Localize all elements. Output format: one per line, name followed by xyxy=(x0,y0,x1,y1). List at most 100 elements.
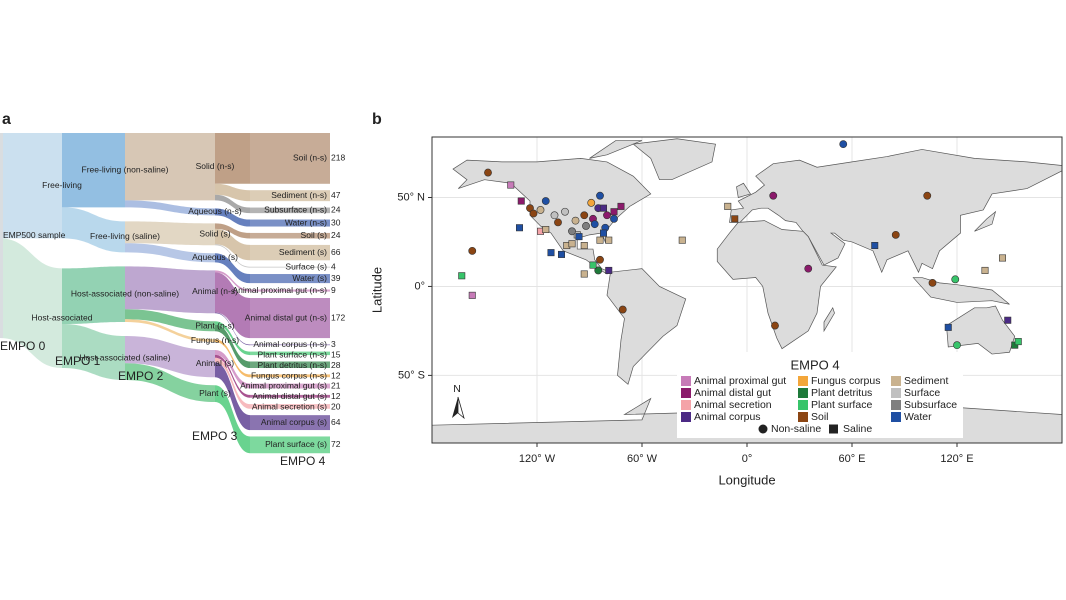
leaf-node xyxy=(250,404,330,409)
leaf-label: Animal secretion (s) xyxy=(252,401,327,411)
site-point xyxy=(515,224,523,232)
legend-swatch xyxy=(891,412,901,422)
panel-label: b xyxy=(372,111,382,128)
y-tick-label: 50° N xyxy=(397,191,425,203)
level-label: EMPO 0 xyxy=(0,339,46,353)
legend-box xyxy=(677,352,963,438)
legend-swatch xyxy=(681,376,691,386)
legend-label: Non-saline xyxy=(771,423,821,435)
site-point xyxy=(618,305,627,314)
level-label: EMPO 4 xyxy=(280,454,326,468)
flow xyxy=(62,324,125,381)
flow xyxy=(125,200,215,216)
north-arrow xyxy=(452,397,458,418)
site-point xyxy=(589,261,597,269)
leaf-label: Animal proximal gut (n-s) xyxy=(233,285,328,295)
leaf-value: 72 xyxy=(331,439,341,449)
node-label: Animal (s) xyxy=(196,358,234,368)
legend-label: Water xyxy=(904,411,932,423)
site-point xyxy=(998,254,1006,262)
node-label: Animal (n-s) xyxy=(192,286,238,296)
node-label: Free-living xyxy=(42,180,82,190)
leaf-value: 28 xyxy=(331,360,341,370)
site-point xyxy=(507,181,515,189)
leaf-label: Animal corpus (s) xyxy=(261,417,327,427)
legend-swatch xyxy=(681,400,691,410)
site-point xyxy=(923,191,932,200)
site-point xyxy=(541,197,550,205)
site-point xyxy=(580,270,588,278)
flow xyxy=(62,207,125,253)
leaf-label: Plant surface (s) xyxy=(265,439,327,449)
leaf-node xyxy=(250,415,330,431)
node-label: Aqueous (n-s) xyxy=(188,206,242,216)
legend-swatch xyxy=(798,412,808,422)
site-point xyxy=(596,236,604,244)
site-point xyxy=(731,215,739,223)
flow xyxy=(215,321,250,356)
site-point xyxy=(582,222,590,230)
flow xyxy=(215,208,250,227)
site-point xyxy=(484,168,492,177)
sankey: Soil (n-s) 218 Sediment (n-s) 47 Subsurface … xyxy=(0,133,345,468)
site-point xyxy=(605,266,613,274)
leaf-value: 3 xyxy=(331,339,336,349)
flow xyxy=(125,336,215,378)
legend-swatch xyxy=(891,400,901,410)
flow xyxy=(0,238,62,369)
leaf-value: 4 xyxy=(331,261,336,271)
flow xyxy=(215,339,250,378)
site-point xyxy=(580,211,589,220)
flow xyxy=(215,362,250,431)
flow xyxy=(125,363,215,403)
leaf-label: Sediment (s) xyxy=(279,247,327,257)
site-point xyxy=(839,140,848,149)
node-label: Free-living (non-saline) xyxy=(82,164,169,174)
node-label: Aqueous (s) xyxy=(192,252,238,262)
node-label: EMP500 sample xyxy=(3,230,66,240)
leaf-label: Animal corpus (n-s) xyxy=(253,339,327,349)
legend-swatch xyxy=(798,376,808,386)
leaf-label: Water (s) xyxy=(292,273,327,283)
root-node xyxy=(0,133,3,339)
flow xyxy=(125,133,215,201)
leaf-node xyxy=(250,266,330,268)
x-tick-label: 60° W xyxy=(627,453,658,465)
leaf-value: 218 xyxy=(331,153,345,163)
leaf-node xyxy=(250,298,330,339)
north-arrow xyxy=(457,396,465,420)
leaf-node xyxy=(250,383,330,389)
site-point xyxy=(526,204,534,213)
flow xyxy=(215,133,250,184)
node-label: Plant (n-s) xyxy=(195,320,234,330)
site-point xyxy=(596,191,604,200)
leaf-node xyxy=(250,244,330,261)
flow xyxy=(215,272,250,339)
y-tick-label: 0° xyxy=(414,280,425,292)
leaf-node xyxy=(250,232,330,239)
site-point xyxy=(594,266,603,275)
legend-swatch xyxy=(798,388,808,398)
legend-shape xyxy=(758,424,768,434)
flow xyxy=(125,243,215,263)
legend-swatch xyxy=(681,412,691,422)
land xyxy=(823,306,835,333)
leaf-node xyxy=(250,190,330,202)
leaf-label: Animal distal gut (n-s) xyxy=(245,312,327,322)
flow xyxy=(215,223,250,239)
legend-swatch xyxy=(681,388,691,398)
site-point xyxy=(580,242,588,250)
flow xyxy=(215,312,250,346)
leaf-value: 12 xyxy=(331,370,341,380)
flow xyxy=(215,324,250,369)
leaf-value: 15 xyxy=(331,349,341,359)
flow xyxy=(215,194,250,214)
flow xyxy=(125,266,215,314)
site-point xyxy=(804,264,813,273)
y-tick-label: 50° S xyxy=(398,369,425,381)
leaf-value: 47 xyxy=(331,190,341,200)
y-axis-label: Latitude xyxy=(369,267,384,313)
level-label: EMPO 3 xyxy=(192,429,238,443)
leaf-label: Animal proximal gut (s) xyxy=(240,381,327,391)
